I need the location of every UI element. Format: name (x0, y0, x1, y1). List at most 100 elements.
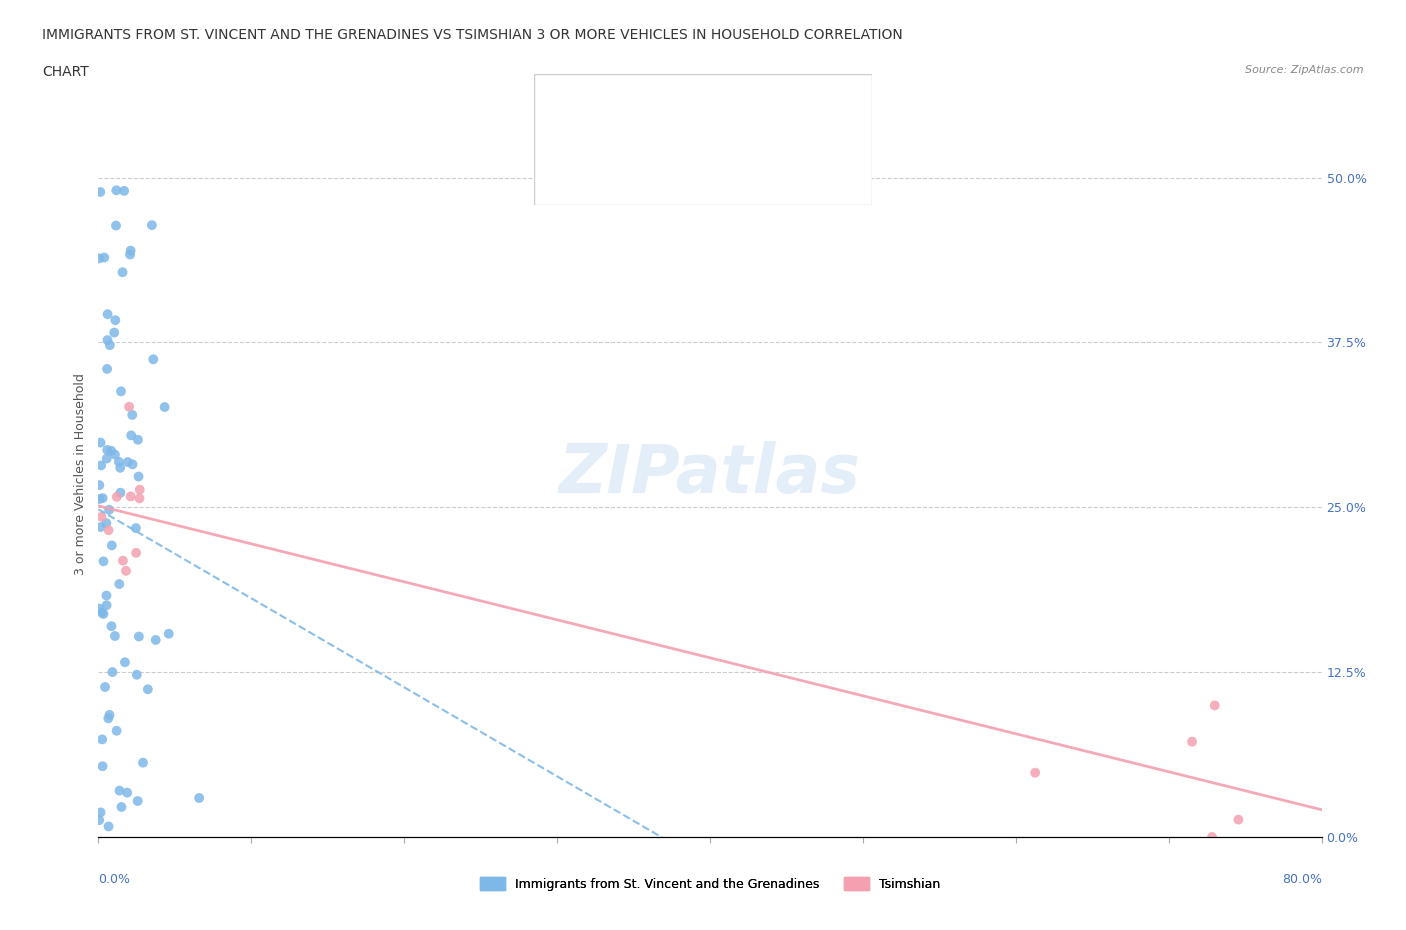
Point (96, 588, 118, 603)
Point (157, 626, 180, 641)
Point (91, 491, 114, 506)
Text: -0.303: -0.303 (638, 161, 693, 177)
Point (89, 478, 111, 493)
Point (125, 521, 148, 536)
Text: N =: N = (703, 102, 747, 118)
Point (98, 708, 121, 723)
Y-axis label: 3 or more Vehicles in Household: 3 or more Vehicles in Household (73, 373, 87, 576)
Point (96, 443, 118, 458)
Point (120, 489, 142, 504)
Point (110, 485, 132, 500)
Point (104, 312, 127, 327)
Point (117, 455, 139, 470)
Point (188, 790, 211, 805)
Text: 0.0%: 0.0% (98, 873, 131, 886)
Point (96, 598, 118, 613)
Point (96, 516, 118, 531)
Point (90, 510, 112, 525)
Text: Source: ZipAtlas.com: Source: ZipAtlas.com (1246, 65, 1364, 75)
Point (89, 184, 111, 199)
Point (111, 553, 134, 568)
Point (103, 326, 125, 340)
FancyBboxPatch shape (534, 74, 872, 205)
Point (89, 601, 111, 616)
Point (1024, 765, 1046, 780)
Point (125, 667, 148, 682)
Point (101, 538, 124, 552)
Point (120, 247, 142, 262)
Point (121, 457, 143, 472)
Point (89, 492, 111, 507)
Point (90, 805, 112, 820)
Point (108, 455, 131, 470)
Point (90, 458, 112, 472)
Point (128, 469, 150, 484)
Text: IMMIGRANTS FROM ST. VINCENT AND THE GRENADINES VS TSIMSHIAN 3 OR MORE VEHICLES I: IMMIGRANTS FROM ST. VINCENT AND THE GREN… (42, 28, 903, 42)
Point (127, 432, 149, 447)
Point (105, 489, 128, 504)
Point (91, 759, 114, 774)
Point (96, 362, 118, 377)
Point (128, 629, 150, 644)
Point (108, 783, 131, 798)
Text: 80.0%: 80.0% (1282, 873, 1322, 886)
Point (141, 218, 163, 232)
Point (98, 502, 121, 517)
Point (1181, 734, 1204, 749)
Point (91, 732, 114, 747)
Point (97, 523, 120, 538)
Point (100, 618, 122, 633)
Point (145, 632, 167, 647)
Point (100, 444, 122, 458)
Point (128, 483, 150, 498)
Point (153, 400, 176, 415)
Point (97, 819, 120, 834)
Point (115, 785, 138, 800)
Point (94, 680, 117, 695)
Point (132, 755, 155, 770)
Point (93, 250, 115, 265)
Point (105, 183, 128, 198)
Text: CHART: CHART (42, 65, 89, 79)
Point (120, 243, 142, 258)
FancyBboxPatch shape (534, 68, 595, 153)
Point (136, 682, 159, 697)
Text: 0.008: 0.008 (638, 102, 688, 118)
Point (98, 338, 121, 352)
Point (1201, 830, 1223, 844)
Point (97, 711, 120, 725)
Point (93, 554, 115, 569)
Point (125, 545, 148, 560)
Point (96, 333, 118, 348)
Text: ZIPatlas: ZIPatlas (560, 442, 860, 507)
Point (105, 724, 128, 738)
Text: N =: N = (703, 161, 747, 177)
Point (97, 307, 120, 322)
Point (110, 800, 132, 815)
Point (121, 407, 143, 422)
Point (89, 251, 111, 266)
FancyBboxPatch shape (534, 126, 595, 211)
Text: R =: R = (595, 161, 628, 177)
Legend: Immigrants from St. Vincent and the Grenadines, Tsimshian: Immigrants from St. Vincent and the Gren… (475, 872, 945, 896)
Point (104, 447, 127, 462)
Point (114, 655, 136, 670)
Point (112, 183, 135, 198)
Point (104, 219, 127, 233)
Point (90, 435, 112, 450)
Point (142, 352, 165, 366)
Text: R =: R = (595, 102, 628, 118)
Text: 73: 73 (763, 102, 785, 118)
Point (96, 451, 118, 466)
Point (118, 399, 141, 414)
Point (111, 265, 134, 280)
Point (93, 606, 115, 621)
Point (127, 793, 149, 808)
Point (110, 384, 132, 399)
Point (108, 460, 131, 475)
Point (1227, 812, 1250, 827)
Text: 15: 15 (763, 161, 785, 177)
Point (101, 665, 124, 680)
Point (108, 577, 131, 591)
Point (90, 520, 112, 535)
